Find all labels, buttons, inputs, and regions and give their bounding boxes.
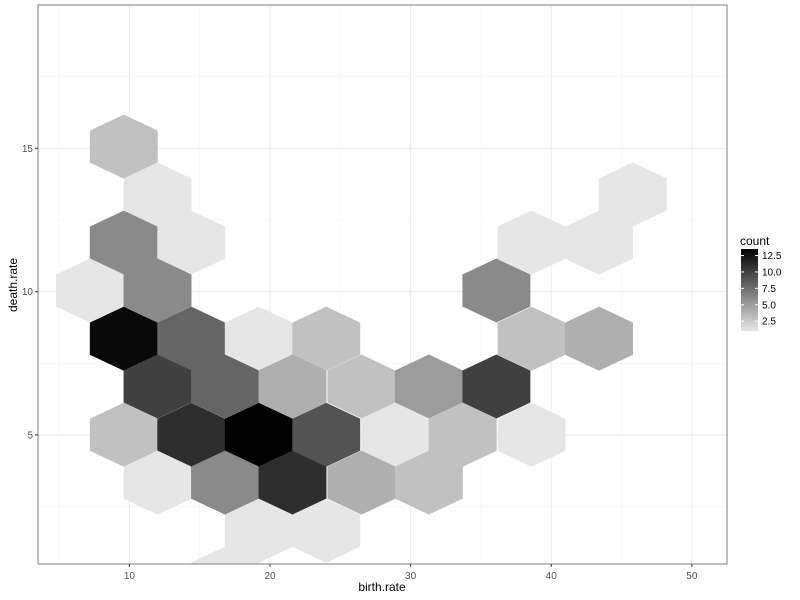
hex-cell — [157, 210, 226, 275]
hex-cell — [497, 402, 566, 467]
legend-title: count — [740, 234, 770, 248]
y-axis: 5 10 15 — [22, 144, 38, 442]
x-tick-label: 20 — [264, 571, 276, 582]
legend-label: 5.0 — [762, 300, 776, 311]
hex-cell — [394, 354, 463, 419]
hex-cell — [89, 210, 158, 275]
legend-label: 7.5 — [762, 284, 776, 295]
hex-cell — [394, 450, 463, 515]
hex-cell — [191, 546, 259, 564]
y-axis-title: death.rate — [6, 258, 20, 312]
hex-cell — [224, 306, 293, 371]
hex-cell — [598, 162, 667, 227]
hex-cell — [327, 450, 396, 515]
legend-colorbar — [741, 249, 758, 331]
hex-cell — [191, 450, 259, 515]
hex-cell — [191, 354, 259, 419]
hex-cell — [89, 402, 158, 467]
y-tick-label: 15 — [22, 144, 34, 155]
x-axis-title: birth.rate — [358, 580, 406, 594]
hex-cell — [565, 306, 633, 371]
hexbin-cells — [56, 114, 667, 564]
x-tick-label: 40 — [546, 571, 558, 582]
hex-cell — [157, 306, 226, 371]
legend-ticks: 2.5 5.0 7.5 10.0 12.5 — [741, 251, 782, 328]
x-axis: 10 20 30 40 50 — [124, 564, 698, 582]
x-tick-label: 30 — [405, 571, 417, 582]
hex-cell — [258, 354, 327, 419]
hex-cell — [123, 354, 192, 419]
hex-cell — [56, 258, 124, 323]
plot-panel-border — [37, 4, 728, 565]
hex-cell — [565, 210, 633, 275]
x-tick-label: 50 — [686, 571, 698, 582]
x-tick-label: 10 — [124, 571, 136, 582]
hex-cell — [292, 402, 361, 467]
hex-cell — [224, 498, 293, 563]
hex-cell — [327, 354, 396, 419]
hex-cell — [89, 114, 158, 179]
hex-cell — [224, 402, 293, 467]
hex-cell — [462, 354, 531, 419]
hex-cell — [123, 162, 192, 227]
hex-cell — [89, 306, 158, 371]
y-tick-label: 10 — [22, 287, 34, 298]
legend: count 2.5 5.0 7.5 10.0 12.5 — [740, 234, 782, 331]
hex-cell — [123, 450, 192, 515]
hex-cell — [497, 306, 566, 371]
y-tick-label: 5 — [27, 431, 33, 442]
hex-cell — [258, 450, 327, 515]
legend-label: 2.5 — [762, 317, 776, 328]
hex-cell — [428, 402, 497, 467]
hex-cell — [157, 402, 226, 467]
hex-cell — [292, 306, 361, 371]
legend-label: 12.5 — [762, 251, 782, 262]
hex-cell — [123, 258, 192, 323]
hex-cell — [497, 210, 566, 275]
legend-label: 10.0 — [762, 267, 782, 278]
hex-cell — [462, 258, 531, 323]
hex-cell — [361, 402, 430, 467]
hex-cell — [292, 498, 361, 563]
